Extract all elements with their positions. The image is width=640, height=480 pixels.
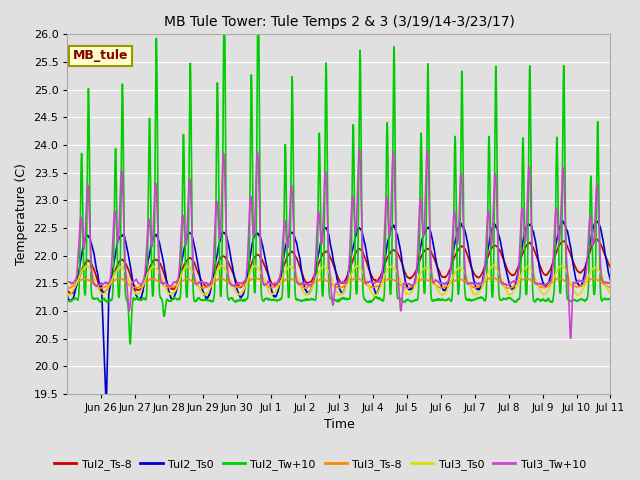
Text: MB_tule: MB_tule — [73, 49, 129, 62]
Y-axis label: Temperature (C): Temperature (C) — [15, 163, 28, 265]
Title: MB Tule Tower: Tule Temps 2 & 3 (3/19/14-3/23/17): MB Tule Tower: Tule Temps 2 & 3 (3/19/14… — [163, 15, 515, 29]
Legend: Tul2_Ts-8, Tul2_Ts0, Tul2_Tw+10, Tul3_Ts-8, Tul3_Ts0, Tul3_Tw+10: Tul2_Ts-8, Tul2_Ts0, Tul2_Tw+10, Tul3_Ts… — [49, 455, 591, 474]
X-axis label: Time: Time — [324, 419, 355, 432]
